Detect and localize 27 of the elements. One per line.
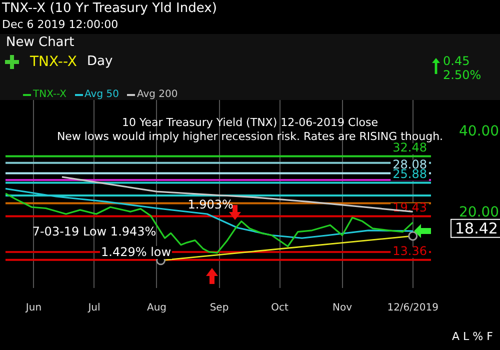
ref-line-label: 32.48: [392, 140, 427, 154]
chart-title: TNX--X (10 Yr Treasury Yld Index): [2, 1, 217, 16]
text: 0.45: [443, 54, 470, 68]
text: A L % F: [452, 330, 493, 343]
text: TNX--X: [30, 54, 77, 70]
x-tick-label: Nov: [332, 302, 352, 314]
legend-label: Avg 200: [136, 89, 178, 100]
annotation: 1.429% low: [100, 245, 172, 259]
y-tick-label: 20.00: [459, 204, 500, 220]
x-tick-label: Jul: [87, 302, 100, 314]
annotation: 18.42: [455, 219, 498, 238]
x-tick-label: Aug: [146, 302, 167, 314]
text: Day: [87, 54, 113, 69]
y-tick-label: 40.00: [459, 124, 500, 140]
annotation: New lows would imply higher recession risk. Rates are RISING though.: [56, 130, 444, 143]
text: New Chart: [6, 35, 74, 50]
x-tick-label: 12/6/2019: [387, 302, 438, 314]
ref-line-label: 13.36: [392, 244, 427, 258]
x-tick-label: Jun: [24, 302, 42, 314]
text: 2.50%: [443, 68, 482, 82]
annotation: 7-03-19 Low 1.943%: [32, 224, 156, 238]
chart-subtitle: Dec 6 2019 12:00:00: [2, 18, 118, 31]
x-tick-label: Sep: [210, 302, 229, 314]
x-tick-label: Oct: [271, 302, 288, 314]
annotation: 10 Year Treasury Yield (TNX) 12-06-2019 Close: [122, 116, 378, 129]
legend-label: TNX--X: [32, 89, 67, 100]
legend-label: Avg 50: [84, 89, 119, 100]
